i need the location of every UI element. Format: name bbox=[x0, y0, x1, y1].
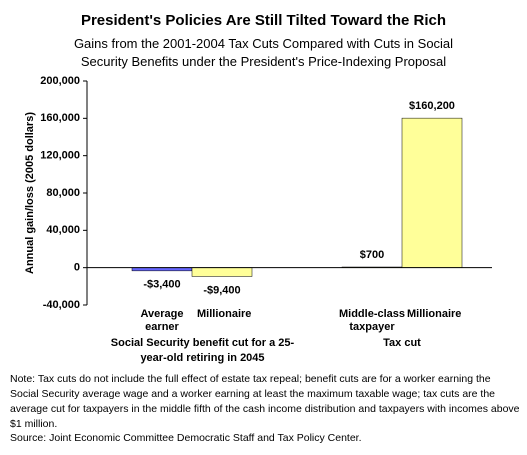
note: Note: Tax cuts do not include the full e… bbox=[10, 373, 520, 430]
y-tick-label: 160,000 bbox=[40, 112, 80, 124]
chart-title: President's Policies Are Still Tilted To… bbox=[80, 12, 447, 29]
y-tick-label: 0 bbox=[74, 262, 80, 274]
y-tick-label: 120,000 bbox=[40, 150, 80, 162]
y-tick-label: 200,000 bbox=[40, 75, 80, 87]
value-label: $700 bbox=[360, 249, 384, 261]
bar bbox=[401, 117, 463, 268]
x-tick-label: Millionaire bbox=[197, 308, 252, 320]
x-tick-label: Millionaire bbox=[407, 308, 462, 320]
value-label: -$9,400 bbox=[203, 284, 240, 296]
group-label: Tax cut bbox=[383, 337, 421, 349]
bar bbox=[191, 267, 253, 277]
x-tick-label: Middle-class taxpayer bbox=[338, 308, 406, 333]
chart-subtitle: Gains from the 2001-2004 Tax Cuts Compar… bbox=[73, 36, 454, 69]
y-tick-label: -40,000 bbox=[43, 299, 80, 311]
y-tick-label: 40,000 bbox=[46, 224, 80, 236]
value-label: $160,200 bbox=[409, 100, 455, 112]
y-tick-label: 80,000 bbox=[46, 187, 80, 199]
y-axis-title: Annual gain/loss (2005 dollars) bbox=[24, 112, 36, 274]
source: Source: Joint Economic Committee Democra… bbox=[10, 432, 362, 444]
value-label: -$3,400 bbox=[143, 279, 180, 291]
x-tick-label: Average earner bbox=[140, 308, 184, 333]
group-label: Social Security benefit cut for a 25-yea… bbox=[110, 337, 295, 364]
